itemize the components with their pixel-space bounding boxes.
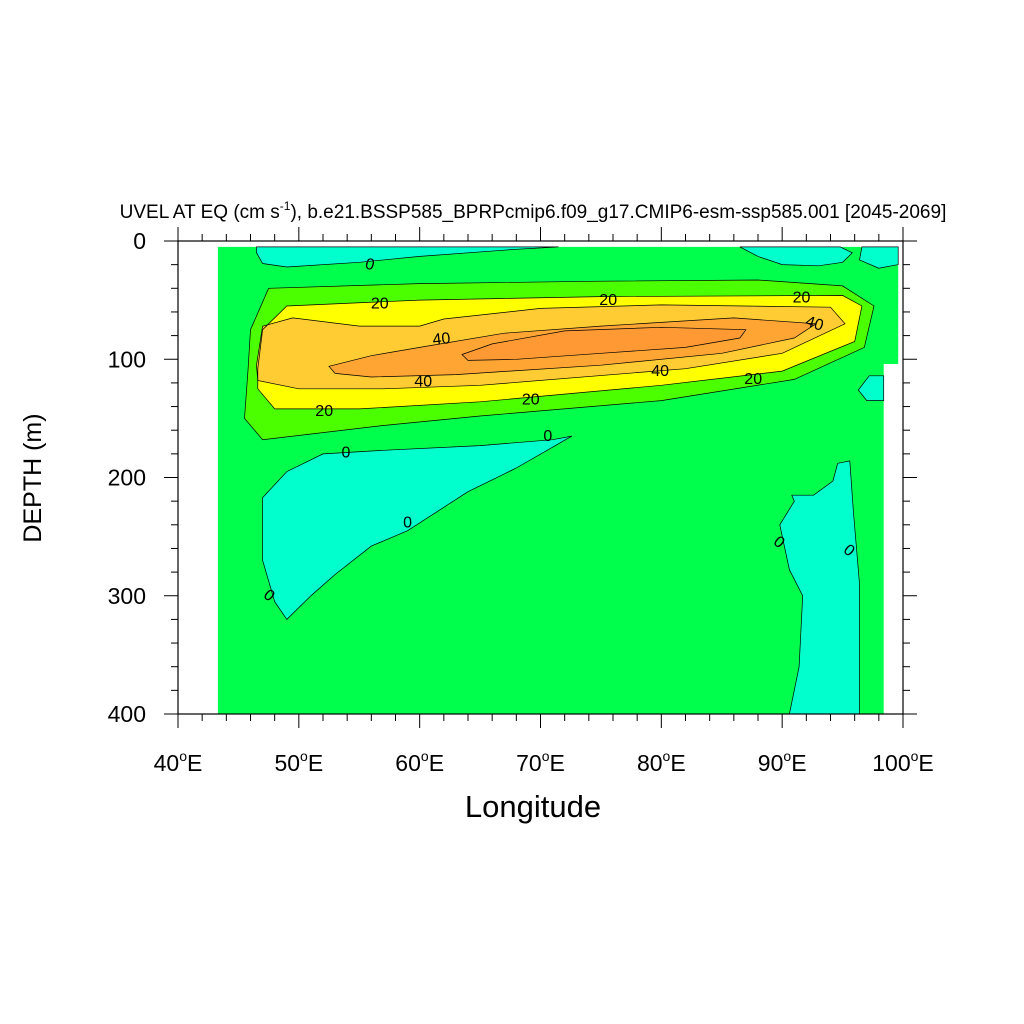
contour-line-negative-surface-west <box>256 246 559 268</box>
x-tick-labels: 40oE 50oE 60oE 70oE 80oE 90oE 100oE <box>154 748 934 776</box>
chart-title: UVEL AT EQ (cm s-1), b.e21.BSSP585_BPRPc… <box>120 199 947 223</box>
contour-label-1: 20 <box>371 296 389 313</box>
contour-label-text: 0 <box>543 428 552 445</box>
region-negative-subsurface-west <box>262 436 572 620</box>
contour-line-negative-deep-east <box>779 460 860 715</box>
y-tick-label-100: 100 <box>108 346 146 372</box>
contour-line-negative-surface-corner <box>859 246 899 269</box>
region-negative-surface-west <box>256 246 559 267</box>
contour-label-2: 20 <box>599 292 617 309</box>
chart-title-superscript: -1 <box>280 199 291 213</box>
y-tick-label-0: 0 <box>133 228 146 254</box>
contour-label-6: 40 <box>414 374 432 391</box>
contour-line-positive-60 <box>461 326 747 361</box>
contour-label-7: 40 <box>651 363 669 380</box>
x-tick-label-70: 70oE <box>516 748 565 776</box>
x-tick-label-90: 90oE <box>758 748 807 776</box>
contour-label-text: 20 <box>793 290 811 307</box>
contour-label-12: 0 <box>342 445 351 462</box>
contour-label-11: 0 <box>543 428 552 445</box>
y-tick-label-200: 200 <box>108 465 146 491</box>
region-negative-deep-east <box>779 460 860 714</box>
contour-line-negative-surface-east <box>739 246 853 267</box>
region-negative-surface-east <box>739 246 853 266</box>
contour-label-text: 0 <box>363 256 376 275</box>
contour-label-3: 20 <box>793 290 811 307</box>
contour-line-positive-40 <box>256 304 846 390</box>
contour-line-positive-30 <box>257 295 863 410</box>
contour-label-13: 0 <box>403 514 412 531</box>
contour-label-4: 40 <box>803 313 825 335</box>
contour-label-9: 20 <box>522 391 540 408</box>
contour-label-text: 20 <box>371 296 389 313</box>
contour-label-0: 0 <box>363 256 376 275</box>
contour-line-positive-50 <box>328 317 818 378</box>
y-tick-label-400: 400 <box>108 701 146 727</box>
contour-lines <box>244 246 899 715</box>
contour-label-text: 20 <box>599 292 617 309</box>
contour-label-text: 20 <box>315 403 333 420</box>
x-tick-label-100: 100oE <box>872 748 934 776</box>
contour-label-8: 20 <box>744 371 762 388</box>
contour-label-text: 40 <box>651 363 669 380</box>
contour-label-text: 20 <box>522 391 540 408</box>
contour-label-text: 0 <box>403 514 412 531</box>
axis-ticks <box>164 227 917 728</box>
x-tick-label-60: 60oE <box>395 748 444 776</box>
chart-title-prefix: UVEL AT EQ (cm s <box>120 202 280 223</box>
x-tick-label-50: 50oE <box>274 748 323 776</box>
contour-line-positive-20 <box>244 279 875 441</box>
contour-label-text: 0 <box>342 445 351 462</box>
x-tick-label-40: 40oE <box>154 748 203 776</box>
contour-label-5: 40 <box>432 330 452 349</box>
y-tick-label-300: 300 <box>108 583 146 609</box>
contour-line-negative-subsurface-west <box>262 435 573 620</box>
region-negative-surface-corner <box>859 246 899 269</box>
y-axis-title: DEPTH (m) <box>19 413 47 542</box>
contour-label-text: 40 <box>414 374 432 391</box>
contour-label-10: 20 <box>315 403 333 420</box>
contour-line-negative-mid-east <box>857 375 885 401</box>
contour-fills <box>217 246 899 714</box>
x-tick-label-80: 80oE <box>637 748 686 776</box>
contour-label-text: 20 <box>744 371 762 388</box>
contour-label-text: 40 <box>803 313 825 335</box>
x-axis-title: Longitude <box>465 789 601 824</box>
contour-label-text: 40 <box>432 330 452 349</box>
y-tick-labels: 0 100 200 300 400 <box>108 228 146 727</box>
chart-title-suffix: ), b.e21.BSSP585_BPRPcmip6.f09_g17.CMIP6… <box>290 202 946 223</box>
region-positive-60 <box>462 327 746 361</box>
